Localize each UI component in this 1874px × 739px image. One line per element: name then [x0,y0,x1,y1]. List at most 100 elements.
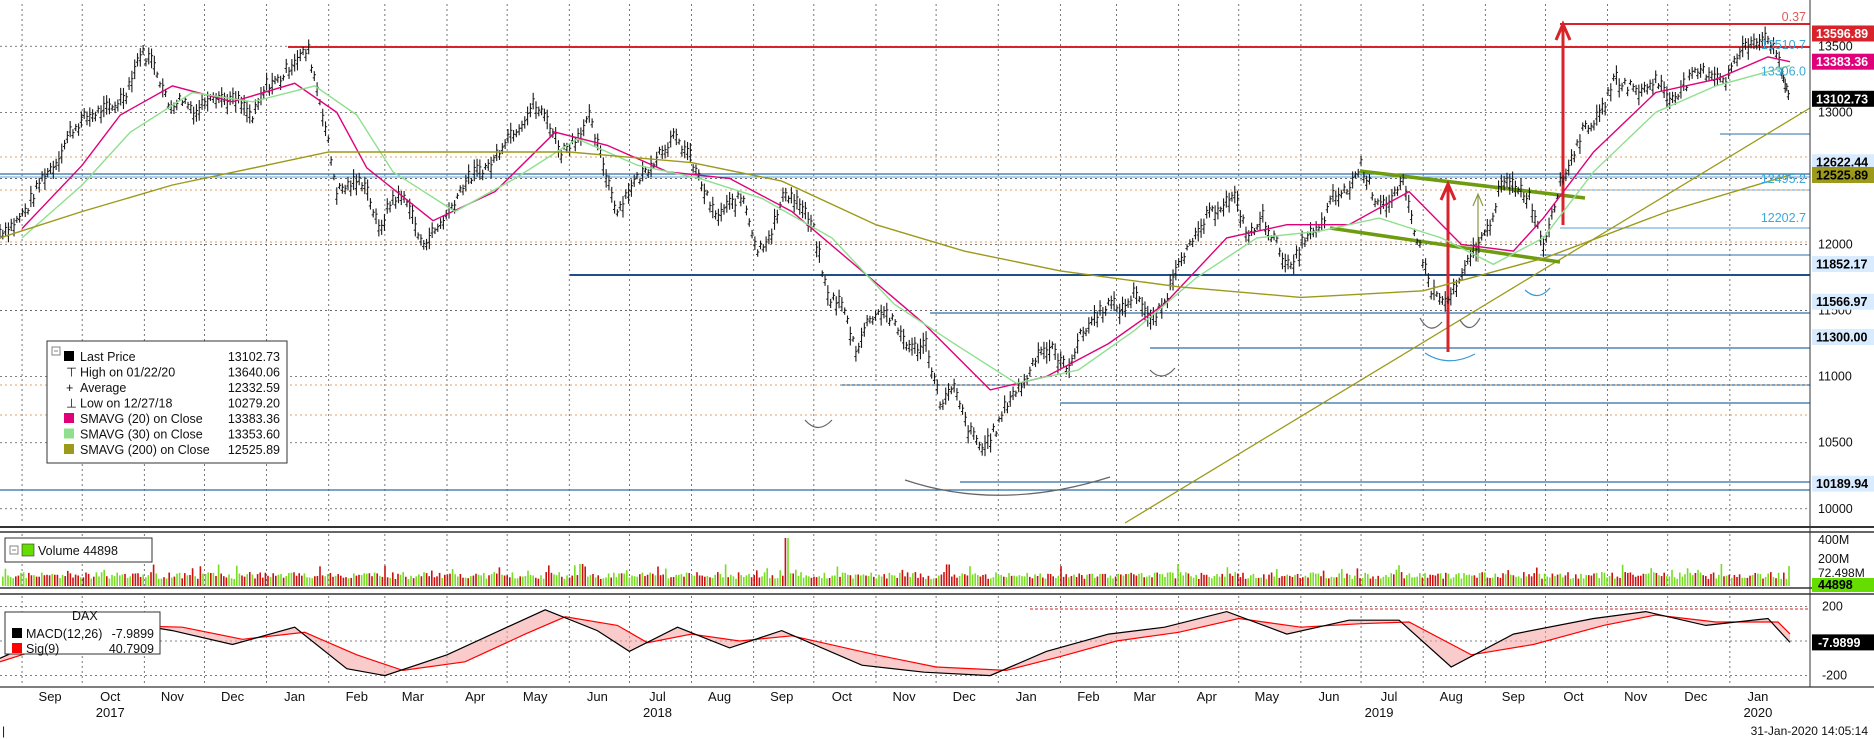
volume-bar [1133,574,1135,586]
volume-bar [849,575,852,586]
volume-bar [1577,578,1580,586]
volume-bar [158,578,160,586]
volume-bar [1463,573,1465,586]
volume-bar [1273,576,1275,586]
volume-bar [493,572,495,586]
volume-bar [896,578,898,586]
x-tick-label: Jul [1381,689,1398,704]
level-badge-label: 12622.44 [1816,156,1868,170]
volume-bar [1595,572,1598,586]
volume-bar [870,572,872,586]
fib-label: 12495.2 [1761,172,1806,186]
volume-bar [1083,578,1086,586]
volume-bar [1458,573,1460,586]
volume-bar [1143,577,1145,586]
volume-bar [1673,577,1676,586]
volume-bar [1611,572,1613,586]
volume-bar [1629,572,1632,586]
volume-bar [35,576,38,586]
volume-bar [1125,573,1127,586]
volume-bar [834,575,836,586]
volume-bar [204,573,207,586]
volume-bar [438,572,441,586]
volume-bar [587,576,589,586]
volume-bar [1120,574,1122,586]
volume-bar [134,573,137,586]
volume-bar [652,573,654,586]
volume-bar [626,570,628,586]
volume-bar [953,574,956,586]
volume-bar [1065,574,1067,586]
x-tick-label: May [523,689,548,704]
volume-bar [246,574,248,586]
volume-bar [1627,572,1629,586]
volume-bar [152,564,155,586]
volume-bar [600,578,602,586]
volume-bar [1088,573,1091,586]
volume-bar [594,577,597,586]
volume-bar [709,577,711,586]
volume-bar [1697,569,1699,586]
volume-bar [1476,577,1478,586]
volume-bar [511,572,514,586]
volume-bar [1239,577,1242,586]
legend-swatch [12,643,22,653]
y-tick-label: 13000 [1818,105,1853,119]
x-tick-label: Aug [708,689,731,704]
volume-bar [1060,566,1062,586]
volume-bar [1174,578,1177,586]
x-axis: Sep Oct Nov Dec Jan Feb Mar Apr May Jun Jul Aug Sep O… [39,689,1773,720]
volume-bar [1307,577,1309,586]
volume-bar [761,576,763,586]
volume-bar [2,576,4,586]
volume-bar [1715,578,1717,586]
volume-bar [7,575,9,586]
volume-bar [1372,576,1374,586]
level-badge [1812,329,1874,345]
volume-bar [623,573,625,586]
volume-bar [178,572,181,586]
volume-bar [1746,577,1749,586]
volume-bar [1741,577,1743,586]
corner-mark: | [2,724,5,738]
volume-bar [1221,573,1223,586]
level-badge [1812,53,1874,70]
volume-bar [818,576,820,586]
volume-bar [1164,576,1166,586]
volume-bar [119,575,121,586]
legend-glyph: + [66,381,73,395]
volume-bar [568,577,571,586]
volume-bar [116,572,118,586]
volume-bar [1049,573,1052,586]
volume-bar [787,538,789,586]
legend-glyph: ⊤ [66,366,77,380]
volume-bar [379,575,381,586]
level-badge [1812,475,1874,492]
volume-bar [1091,573,1093,586]
volume-bar [1205,574,1208,586]
volume-bar [602,578,605,586]
volume-bar [1335,577,1338,586]
volume-bar [1499,577,1502,586]
volume-bar [1073,574,1075,586]
volume-bar [1234,572,1236,586]
volume-bar [1512,575,1515,586]
volume-bar [1426,577,1429,586]
legend-value: 13383.36 [228,412,280,426]
volume-bar [1767,573,1769,586]
volume-bar [90,578,92,586]
volume-bar [1556,574,1559,586]
volume-bar [828,577,831,586]
volume-bar [1780,578,1782,586]
legend-rows: Last Price 13102.73 ⊤ High on 01/22/20 13640… [64,350,280,457]
volume-bar [1213,575,1216,586]
volume-bar [462,577,464,586]
volume-bar [748,574,750,586]
volume-bar [256,574,259,586]
volume-bar [470,576,472,586]
volume-bar [1151,577,1153,586]
volume-bar [1757,573,1759,586]
volume-bar [1320,576,1322,586]
volume-bar [316,575,319,586]
